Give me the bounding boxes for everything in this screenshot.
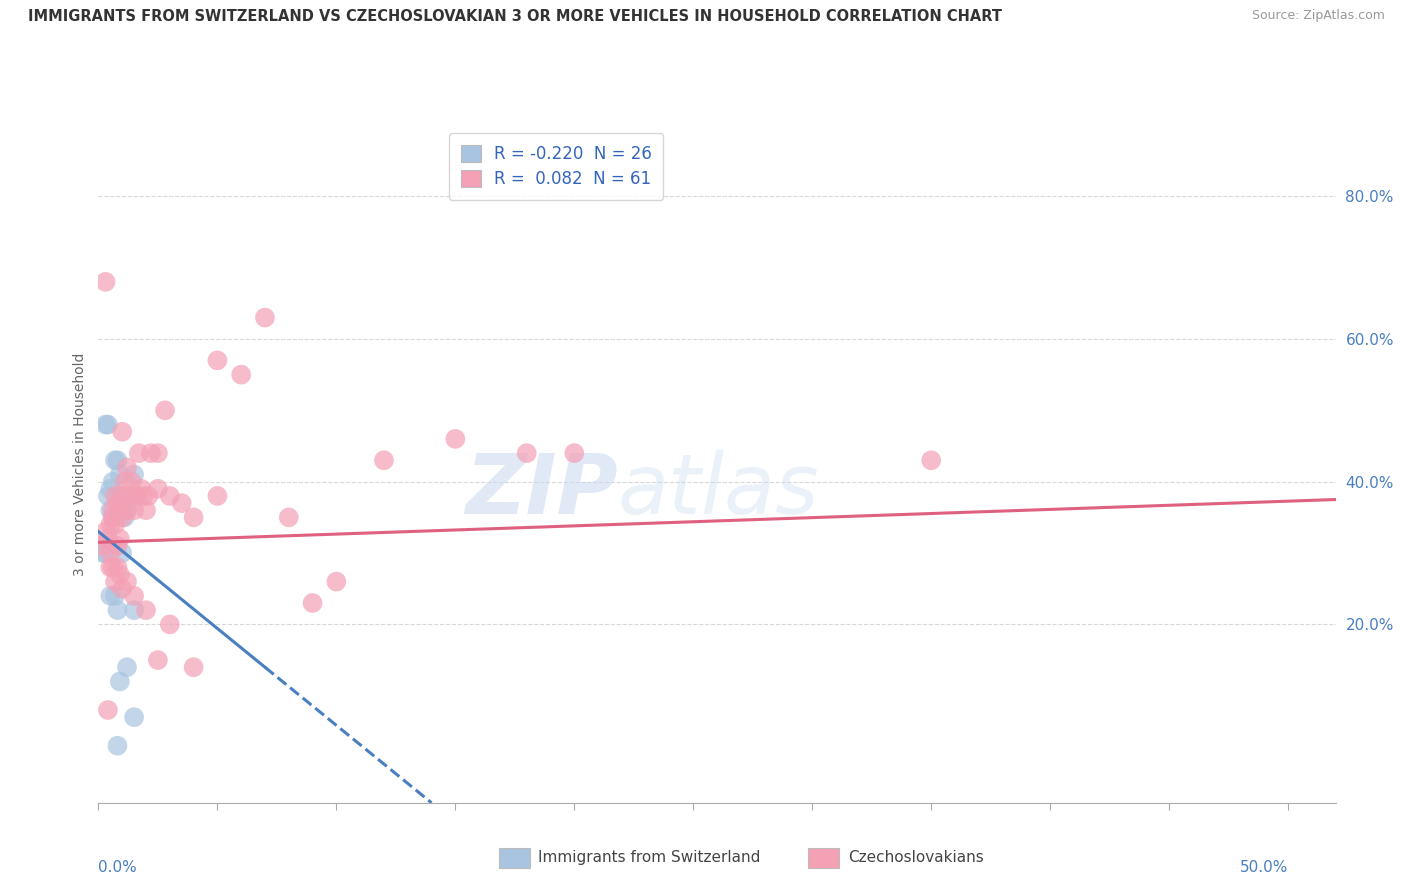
Point (125, 489, 148, 503)
Point (94, 546, 117, 560)
Point (115, 660, 138, 674)
Point (97, 703, 120, 717)
Text: Czechoslovakians: Czechoslovakians (848, 850, 984, 864)
Point (94, 275, 117, 289)
Point (146, 653, 169, 667)
Point (135, 603, 157, 617)
Point (98, 546, 121, 560)
Point (159, 617, 181, 632)
Point (562, 446, 585, 460)
Point (207, 489, 229, 503)
Point (159, 489, 181, 503)
Point (121, 475, 143, 489)
Point (91, 539, 114, 553)
Point (111, 425, 134, 439)
Point (98, 503, 121, 517)
Point (107, 539, 129, 553)
Point (114, 510, 136, 524)
Point (135, 503, 157, 517)
Text: atlas: atlas (619, 450, 820, 532)
Point (183, 660, 205, 674)
Point (122, 467, 145, 482)
Point (138, 489, 160, 503)
Point (107, 739, 129, 753)
Point (301, 596, 323, 610)
Text: IMMIGRANTS FROM SWITZERLAND VS CZECHOSLOVAKIAN 3 OR MORE VEHICLES IN HOUSEHOLD C: IMMIGRANTS FROM SWITZERLAND VS CZECHOSLO… (28, 9, 1002, 24)
Point (920, 453, 942, 467)
Point (101, 510, 124, 524)
Point (132, 489, 155, 503)
Point (111, 510, 134, 524)
Point (104, 453, 127, 467)
Point (111, 489, 134, 503)
Point (122, 589, 145, 603)
Point (98, 482, 121, 496)
Point (94, 417, 117, 432)
Point (183, 510, 205, 524)
Point (115, 503, 138, 517)
Point (115, 574, 138, 589)
Point (108, 674, 131, 689)
Point (101, 510, 124, 524)
Point (104, 589, 127, 603)
Point (101, 475, 124, 489)
Point (115, 460, 138, 475)
Point (104, 489, 127, 503)
Point (146, 482, 169, 496)
Point (98, 517, 121, 532)
Point (111, 489, 134, 503)
Point (170, 496, 193, 510)
Point (108, 532, 131, 546)
Point (107, 560, 129, 574)
Point (91, 546, 114, 560)
Text: ZIP: ZIP (465, 450, 619, 532)
Point (94, 524, 117, 539)
Point (108, 503, 131, 517)
Text: Source: ZipAtlas.com: Source: ZipAtlas.com (1251, 9, 1385, 22)
Text: 0.0%: 0.0% (98, 860, 138, 875)
Point (115, 503, 138, 517)
Point (325, 574, 347, 589)
Point (231, 368, 253, 382)
Point (98, 589, 121, 603)
Point (122, 503, 145, 517)
Point (373, 453, 395, 467)
Point (97, 532, 120, 546)
Point (104, 517, 127, 532)
Point (101, 503, 124, 517)
Point (207, 353, 229, 368)
Point (108, 567, 131, 582)
Point (98, 560, 121, 574)
Point (111, 546, 134, 560)
Point (97, 489, 120, 503)
Point (277, 510, 299, 524)
Text: Immigrants from Switzerland: Immigrants from Switzerland (538, 850, 761, 864)
Point (122, 710, 145, 724)
Point (146, 446, 169, 460)
Point (104, 574, 127, 589)
Point (122, 603, 145, 617)
Point (128, 446, 150, 460)
Point (111, 582, 134, 596)
Point (107, 496, 129, 510)
Point (101, 560, 124, 574)
Point (108, 467, 131, 482)
Point (516, 446, 538, 460)
Point (253, 310, 276, 325)
Y-axis label: 3 or more Vehicles in Household: 3 or more Vehicles in Household (73, 352, 87, 575)
Point (129, 482, 152, 496)
Point (114, 475, 136, 489)
Point (153, 403, 176, 417)
Point (97, 417, 120, 432)
Legend: R = -0.220  N = 26, R =  0.082  N = 61: R = -0.220 N = 26, R = 0.082 N = 61 (449, 133, 664, 200)
Point (107, 603, 129, 617)
Point (444, 432, 467, 446)
Point (118, 489, 141, 503)
Point (107, 453, 129, 467)
Point (125, 489, 148, 503)
Text: 50.0%: 50.0% (1240, 860, 1288, 875)
Point (139, 446, 162, 460)
